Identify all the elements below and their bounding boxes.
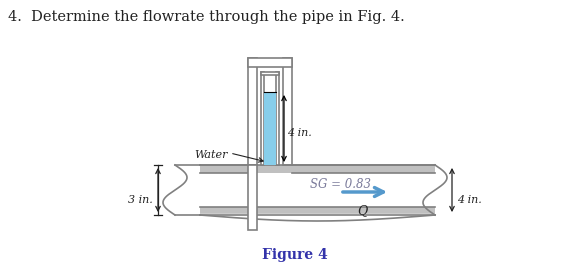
Text: Water: Water: [194, 150, 228, 160]
Bar: [200, 165, 435, 215]
Bar: [292, 165, 435, 173]
Text: Figure 4: Figure 4: [262, 248, 328, 262]
Text: 4 in.: 4 in.: [457, 195, 482, 205]
Bar: [248, 58, 292, 67]
Text: 4.  Determine the flowrate through the pipe in Fig. 4.: 4. Determine the flowrate through the pi…: [8, 10, 405, 24]
Bar: [276, 72, 279, 165]
Text: 3 in.: 3 in.: [128, 195, 153, 205]
Bar: [261, 72, 279, 75]
Bar: [248, 58, 257, 165]
Bar: [248, 165, 257, 230]
Text: 4 in.: 4 in.: [287, 128, 312, 139]
Text: Q: Q: [357, 204, 367, 217]
Bar: [283, 58, 292, 165]
Bar: [261, 72, 264, 165]
Bar: [200, 173, 435, 207]
Bar: [200, 165, 248, 173]
Bar: [264, 92, 276, 165]
Text: SG = 0.83: SG = 0.83: [310, 179, 371, 191]
